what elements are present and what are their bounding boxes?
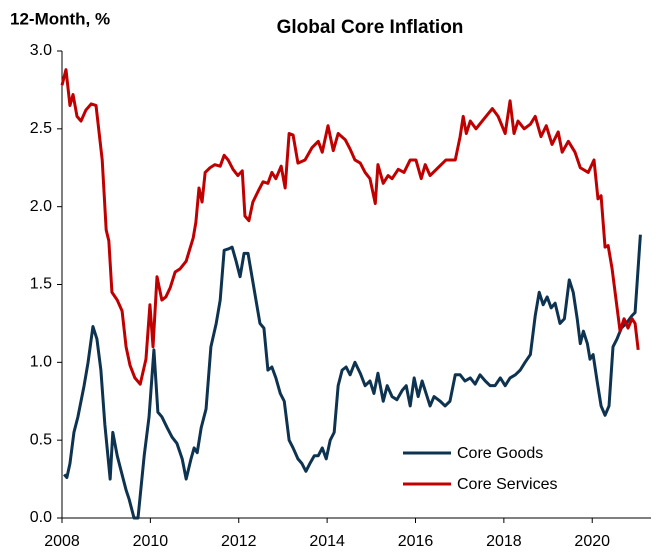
y-tick-label: 2.0 — [30, 198, 52, 215]
y-tick-label: 1.0 — [30, 354, 52, 371]
legend-label: Core Services — [457, 476, 557, 493]
x-tick-label: 2008 — [44, 533, 80, 550]
y-tick-label: 0.5 — [30, 431, 52, 448]
y-tick-label: 3.0 — [30, 42, 52, 59]
chart-title: Global Core Inflation — [277, 17, 464, 38]
x-tick-label: 2018 — [486, 533, 522, 550]
data-line — [60, 68, 640, 386]
y-tick-label: 0.0 — [30, 509, 52, 526]
x-tick-label: 2012 — [221, 533, 257, 550]
x-tick-label: 2014 — [309, 533, 345, 550]
y-axis-label: 12-Month, % — [10, 9, 110, 28]
y-tick-label: 1.5 — [30, 276, 52, 293]
x-tick-label: 2016 — [398, 533, 434, 550]
x-tick-label: 2010 — [133, 533, 169, 550]
y-tick-label: 2.5 — [30, 120, 52, 137]
data-line — [63, 234, 642, 520]
x-tick-label: 2020 — [574, 533, 610, 550]
legend-label: Core Goods — [457, 445, 543, 462]
